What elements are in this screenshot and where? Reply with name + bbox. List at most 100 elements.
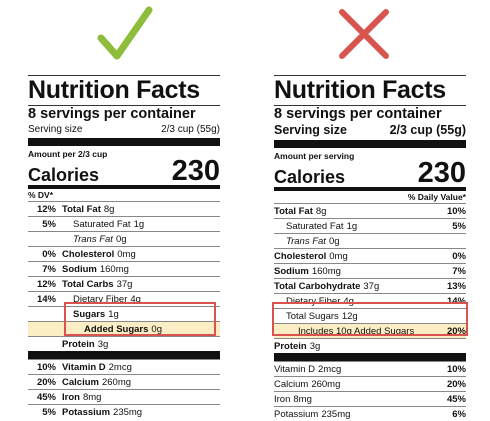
nutrient: Iron 8mg <box>62 390 101 404</box>
nutrient-name: Sugars <box>73 309 106 320</box>
nutrient: Total Carbohydrate 37g <box>274 279 379 293</box>
calories-label: Calories <box>274 167 346 187</box>
nutrient-amount: 8mg <box>293 394 312 405</box>
nutrient-amount: 1g <box>346 221 358 232</box>
nutrient: Sodium 160mg <box>274 264 341 278</box>
nutrient-name: Calcium <box>274 379 309 390</box>
servings: 8 servings per container <box>28 105 220 123</box>
nutrient-row: Calcium 260mg 20% <box>274 376 466 391</box>
nutrient-amount: 4g <box>343 296 354 307</box>
nutrition-label-good: Nutrition Facts 8 servings per container S… <box>28 75 220 421</box>
nutrient-amount: 3g <box>97 339 109 350</box>
nutrient-amount: 37g <box>363 281 380 292</box>
daily-value: 7% <box>452 266 466 277</box>
nutrient-amount: 8g <box>103 204 115 215</box>
daily-value: 45% <box>36 392 56 403</box>
thick-rule <box>28 138 220 146</box>
nutrient-amount: 3g <box>309 341 321 352</box>
serving-size-value: 2/3 cup (55g) <box>389 123 466 137</box>
nutrient-amount: 1g <box>108 309 119 320</box>
nutrient-row: Iron 8mg 45% <box>274 391 466 406</box>
nutrient-name: Protein <box>274 341 307 352</box>
servings: 8 servings per container <box>274 105 466 123</box>
title: Nutrition Facts <box>274 76 446 104</box>
nutrient-amount: 260mg <box>101 377 132 388</box>
nutrient-row: Saturated Fat 1g 5% <box>274 218 466 233</box>
nutrient: Saturated Fat 1g <box>62 217 144 231</box>
nutrient: Trans Fat 0g <box>62 232 127 246</box>
nutrient-amount: 0mg <box>117 249 136 260</box>
daily-value <box>28 322 62 336</box>
nutrient-row: Trans Fat 0g <box>274 233 466 248</box>
nutrient-amount: 4g <box>130 294 141 305</box>
nutrient: Calcium 260mg <box>62 375 131 389</box>
nutrient: Added Sugars 0g <box>62 322 162 336</box>
nutrient-name: Total Fat <box>62 204 101 215</box>
dv-header: % Daily Value* <box>407 192 466 202</box>
nutrient-row: Cholesterol 0mg 0% <box>274 248 466 263</box>
serving-size-label: Serving size <box>274 123 347 137</box>
daily-value: 10% <box>446 364 466 375</box>
daily-value: 13% <box>446 281 466 292</box>
nutrient-name: Added Sugars <box>84 324 149 335</box>
serving-size-label: Serving size <box>28 124 83 135</box>
nutrient-amount: 37g <box>116 279 133 290</box>
nutrient-name: Cholesterol <box>62 249 115 260</box>
nutrient-amount: 0g <box>151 324 162 335</box>
nutrient-row: Added Sugars 0g <box>28 321 220 336</box>
nutrient: Total Sugars 12g <box>274 309 358 323</box>
nutrient-name: Dietary Fiber <box>73 294 128 305</box>
daily-value <box>28 307 62 321</box>
nutrient: Total Fat 8g <box>62 202 114 216</box>
nutrient-row: 0% Cholesterol 0mg <box>28 246 220 261</box>
daily-value: 20% <box>446 379 466 390</box>
nutrient-amount: 235mg <box>113 407 143 418</box>
nutrient-amount: 260mg <box>311 379 341 390</box>
nutrient-amount: 0g <box>115 234 127 245</box>
nutrient-amount: 160mg <box>311 266 341 277</box>
nutrient-name: Saturated Fat <box>73 219 131 230</box>
nutrient-name: Calcium <box>62 377 99 388</box>
nutrient: Total Carbs 37g <box>62 277 132 291</box>
daily-value: 6% <box>452 409 466 420</box>
nutrient: Dietary Fiber 4g <box>62 292 141 306</box>
nutrient-row: Protein 3g <box>274 338 466 361</box>
nutrient: Sodium 160mg <box>62 262 129 276</box>
nutrient-name: Saturated Fat <box>286 221 344 232</box>
nutrient: Dietary Fiber 4g <box>274 294 354 308</box>
medium-rule <box>28 185 220 189</box>
daily-value: 10% <box>36 362 56 373</box>
nutrient-name: Total Carbs <box>62 279 114 290</box>
daily-value <box>28 232 62 246</box>
calories: Calories 230 <box>274 159 466 188</box>
daily-value: 20% <box>446 326 466 337</box>
nutrient-name: Potassium <box>62 407 111 418</box>
nutrient: Potassium 235mg <box>274 407 350 421</box>
nutrient: Cholesterol 0mg <box>274 249 348 263</box>
serving-size-value: 2/3 cup (55g) <box>161 124 220 135</box>
nutrient-row: Total Fat 8g 10% <box>274 203 466 218</box>
nutrient-row: 12% Total Fat 8g <box>28 201 220 216</box>
nutrient-row: 10% Vitamin D 2mcg <box>28 359 220 374</box>
daily-value: 7% <box>42 264 56 275</box>
nutrient-row: 20% Calcium 260mg <box>28 374 220 389</box>
daily-value: 14% <box>446 296 466 307</box>
title: Nutrition Facts <box>28 76 200 104</box>
daily-value: 45% <box>446 394 466 405</box>
nutrient-row: Vitamin D 2mcg 10% <box>274 361 466 376</box>
nutrient-name: Vitamin D <box>62 362 106 373</box>
nutrient-amount: 0g <box>328 236 340 247</box>
cross-icon <box>339 9 389 59</box>
highlight-box <box>272 302 468 336</box>
daily-value: 5% <box>452 221 466 232</box>
daily-value: 5% <box>42 219 56 230</box>
nutrient-row: 7% Sodium 160mg <box>28 261 220 276</box>
nutrient: Trans Fat 0g <box>274 234 340 248</box>
nutrient: Sugars 1g <box>62 307 119 321</box>
serving-size: Serving size 2/3 cup (55g) <box>28 123 220 136</box>
nutrient-name: Iron <box>274 394 291 405</box>
nutrient: Protein 3g <box>274 339 320 353</box>
nutrient: Vitamin D 2mcg <box>62 360 132 374</box>
check-icon <box>97 6 153 60</box>
nutrient-amount: 8g <box>315 206 327 217</box>
